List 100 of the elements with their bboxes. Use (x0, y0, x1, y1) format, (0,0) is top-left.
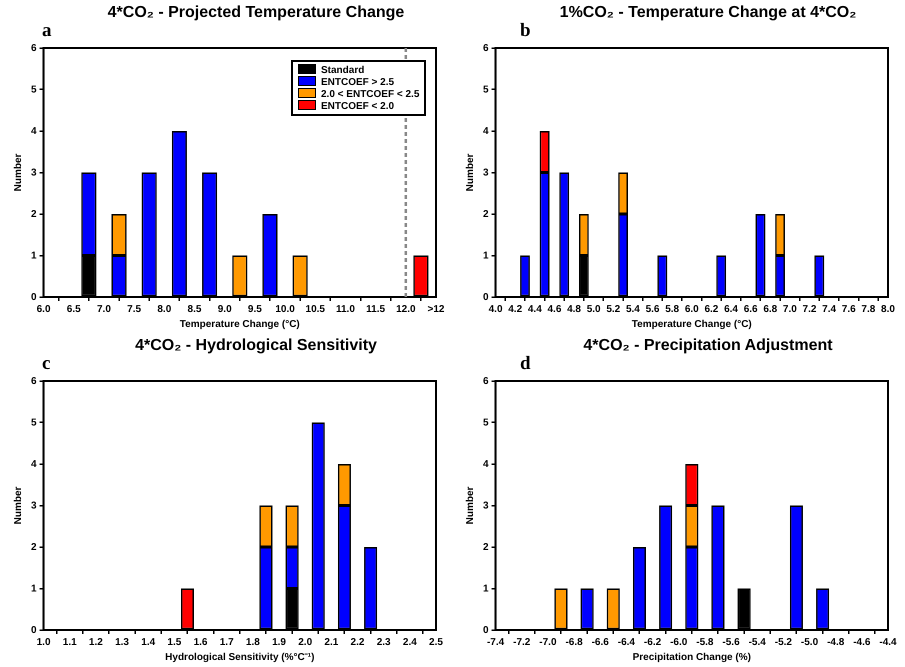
x-tick-label: 4.4 (528, 304, 542, 315)
x-tick-label: -6.0 (670, 636, 688, 648)
y-tick-label: 5 (483, 417, 489, 428)
x-tick-label: 1.4 (141, 636, 156, 648)
y-tick-label: 0 (483, 624, 489, 636)
x-tick-label: -5.2 (774, 636, 792, 648)
x-tick-label: 7.6 (842, 304, 856, 315)
chart-title: 4*CO₂ - Hydrological Sensitivity (134, 337, 378, 355)
chart-title: 4*CO₂ - Projected Temperature Change (106, 4, 406, 22)
text: a (42, 20, 52, 42)
x-tick-label: 4.6 (547, 304, 562, 315)
x-tick-label: 4.2 (508, 304, 523, 315)
x-tick-label: 6.2 (704, 304, 719, 315)
y-tick-label: 5 (483, 84, 489, 96)
y-tick-label: 6 (31, 376, 37, 387)
y-tick-label: 0 (31, 624, 37, 636)
x-tick-label: 5.6 (646, 304, 660, 315)
x-axis-title: Temperature Change (°C) (180, 318, 300, 330)
x-tick-label: 9.5 (248, 304, 262, 315)
x-tick-label: 1.8 (246, 636, 260, 648)
x-tick-label: 1.5 (167, 636, 182, 648)
x-tick-label: 10.5 (306, 304, 326, 315)
legend-label: ENTCOEF < 2.0 (320, 100, 396, 112)
text: b (520, 20, 531, 42)
y-tick-label: 5 (31, 417, 37, 428)
y-tick-label: 4 (483, 126, 489, 137)
y-tick-label: 3 (31, 500, 37, 512)
y-axis-title: Number (12, 486, 24, 524)
x-tick-label: -4.4 (879, 636, 898, 648)
x-tick-label: 2.4 (402, 636, 418, 648)
x-axis-title: Hydrological Sensitivity (%°C⁻¹) (165, 652, 314, 663)
x-tick-label: 1.9 (272, 636, 286, 648)
text: c (42, 353, 50, 375)
x-tick-label: 7.0 (96, 304, 112, 315)
x-tick-label: -5.4 (748, 636, 766, 648)
y-tick-label: 2 (31, 542, 37, 553)
y-tick-label: 4 (31, 458, 37, 470)
x-tick-label: 4.0 (488, 304, 503, 315)
y-tick-label: 0 (31, 292, 37, 303)
x-tick-label: -6.2 (644, 636, 662, 648)
x-tick-label: -7.0 (539, 636, 557, 648)
y-tick-label: 5 (31, 84, 37, 96)
x-tick-label: 2.1 (324, 636, 339, 648)
y-tick-label: 1 (483, 250, 489, 262)
x-tick-label: -5.0 (800, 636, 819, 648)
x-tick-label: 8.5 (188, 304, 202, 315)
x-tick-label: 2.3 (376, 636, 392, 648)
y-tick-label: 3 (483, 500, 489, 512)
x-tick-label: 7.4 (822, 304, 837, 315)
y-tick-label: 2 (31, 208, 37, 220)
x-tick-label: 1.0 (36, 636, 51, 648)
y-tick-label: 1 (31, 583, 37, 594)
y-tick-label: 6 (483, 376, 489, 387)
y-axis-title: Number (464, 486, 476, 524)
x-tick-label: 1.7 (220, 636, 234, 648)
x-tick-label: 7.0 (782, 304, 798, 315)
legend-label: 2.0 < ENTCOEF < 2.5 (320, 88, 420, 100)
x-tick-label: 5.0 (586, 304, 602, 315)
y-tick-label: 0 (483, 292, 489, 303)
chart-title: 4*CO₂ - Precipitation Adjustment (583, 337, 833, 354)
x-tick-label: -5.8 (696, 636, 714, 648)
x-tick-label: 6.6 (744, 304, 758, 315)
x-tick-label: 6.8 (763, 304, 778, 315)
x-tick-label: -7.4 (486, 636, 505, 648)
x-tick-label: 6.4 (724, 304, 738, 315)
text: d (520, 353, 531, 375)
y-tick-label: 1 (31, 250, 37, 262)
x-tick-label: 1.3 (115, 636, 130, 648)
y-tick-label: 3 (31, 167, 37, 178)
y-tick-label: 2 (483, 542, 489, 553)
x-tick-label: -7.2 (513, 636, 531, 648)
x-axis-title: Temperature Change (°C) (632, 318, 752, 330)
legend-label: Standard (320, 64, 366, 76)
x-tick-label: 1.6 (194, 636, 208, 648)
x-tick-label: 7.2 (802, 304, 817, 315)
x-tick-label: 4.8 (567, 304, 582, 315)
y-axis-title: Number (464, 154, 476, 192)
x-tick-label: 6.5 (66, 304, 82, 315)
y-tick-label: 4 (483, 458, 489, 470)
x-tick-label: 11.0 (336, 304, 356, 315)
x-tick-label: 6.0 (36, 304, 51, 315)
x-tick-label: -6.4 (618, 636, 636, 648)
x-tick-label: -6.8 (565, 636, 584, 648)
x-tick-label: 7.5 (127, 304, 142, 315)
x-tick-label: 7.8 (861, 304, 876, 315)
x-tick-label: 5.8 (665, 304, 680, 315)
x-tick-label: 5.2 (606, 304, 621, 315)
x-axis-title: Precipitation Change (%) (632, 652, 751, 663)
x-tick-label: 1.1 (62, 636, 78, 648)
x-tick-label: 1.2 (88, 636, 104, 648)
y-tick-label: 6 (31, 42, 37, 54)
x-tick-label: -6.6 (592, 636, 610, 648)
y-tick-label: 1 (483, 583, 489, 594)
x-tick-label: 2.2 (350, 636, 365, 648)
legend-label: ENTCOEF > 2.5 (320, 76, 396, 88)
x-tick-label: 9.0 (218, 304, 232, 315)
y-tick-label: 6 (483, 42, 489, 54)
x-tick-label: 2.5 (429, 636, 444, 648)
x-tick-label: 12.0 (396, 304, 416, 315)
chart-title: 1%CO₂ - Temperature Change at 4*CO₂ (560, 4, 856, 21)
